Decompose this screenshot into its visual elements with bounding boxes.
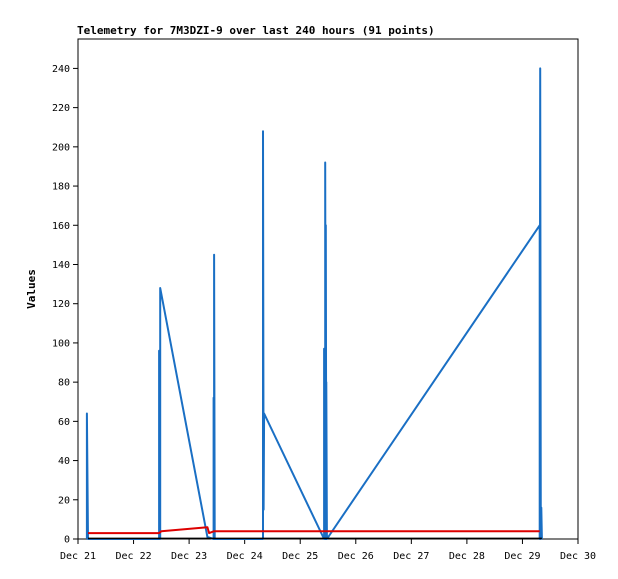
y-axis: 0 20 40 60 80 100 120 140 160 180 200 220 240: [52, 64, 78, 546]
x-tick-label: Dec 24: [227, 551, 263, 562]
series-layer: [85, 67, 543, 540]
x-tick-label: Dec 22: [115, 551, 151, 562]
y-tick-label: 180: [52, 182, 70, 193]
y-tick-label: 20: [58, 495, 70, 506]
x-tick-label: Dec 29: [504, 551, 540, 562]
x-tick-label: Dec 25: [282, 551, 318, 562]
y-tick-label: 240: [52, 64, 70, 75]
x-tick-label: Dec 21: [60, 551, 96, 562]
y-tick-label: 160: [52, 221, 70, 232]
y-tick-label: 220: [52, 103, 70, 114]
y-tick-label: 100: [52, 338, 70, 349]
x-axis: Dec 21 Dec 22 Dec 23 Dec 24 Dec 25 Dec 26 Dec …: [60, 539, 596, 562]
y-axis-label: Values: [25, 269, 38, 309]
y-tick-label: 0: [64, 535, 70, 546]
x-tick-label: Dec 28: [449, 551, 485, 562]
x-tick-label: Dec 30: [560, 551, 596, 562]
y-tick-label: 40: [58, 456, 70, 467]
series-line-1: [85, 67, 543, 540]
chart-title: Telemetry for 7M3DZI-9 over last 240 hou…: [77, 24, 435, 37]
y-tick-label: 120: [52, 299, 70, 310]
series-line-2: [88, 526, 540, 535]
plot-area: [77, 38, 579, 540]
x-tick-label: Dec 27: [393, 551, 429, 562]
y-tick-label: 80: [58, 378, 70, 389]
x-tick-label: Dec 23: [171, 551, 207, 562]
y-tick-label: 200: [52, 142, 70, 153]
y-tick-label: 140: [52, 260, 70, 271]
y-tick-label: 60: [58, 417, 70, 428]
x-tick-label: Dec 26: [338, 551, 374, 562]
